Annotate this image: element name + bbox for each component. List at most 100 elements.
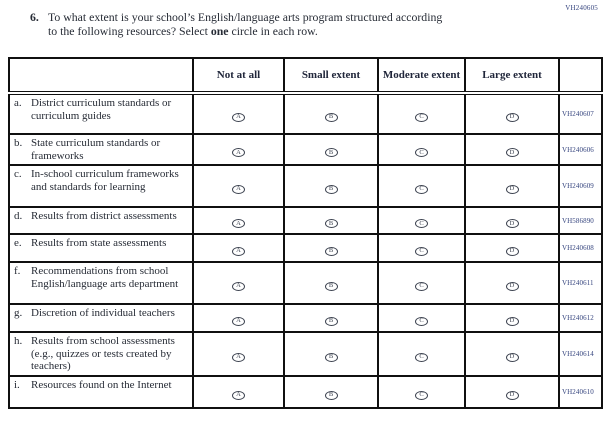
answer-circle[interactable]: B xyxy=(324,281,338,291)
row-letter: b. xyxy=(14,137,23,149)
answer-circle[interactable]: B xyxy=(324,219,338,229)
question-bold-word: one xyxy=(210,23,229,38)
row-letter: f. xyxy=(14,265,21,278)
row-letter: d. xyxy=(14,210,23,223)
answer-circle[interactable]: C xyxy=(415,184,428,194)
row-label: Discretion of individual teachers xyxy=(31,307,175,320)
answer-circle[interactable]: C xyxy=(415,148,428,158)
answer-circle[interactable]: D xyxy=(505,148,519,158)
row-label-cell: c. In-school curriculum frameworks and st… xyxy=(8,164,194,209)
answer-circle[interactable]: D xyxy=(505,281,519,291)
option-cell: D xyxy=(464,132,560,167)
table-row: g. Discretion of individual teachers A B C D V… xyxy=(8,303,603,334)
row-label: In-school curriculum frameworks and stan… xyxy=(31,168,179,193)
row-code: VH240610 xyxy=(558,375,603,410)
column-header-code-blank xyxy=(558,57,603,95)
question-line1: To what extent is your school’s English/… xyxy=(48,10,443,24)
answer-circle[interactable]: B xyxy=(324,184,338,194)
answer-circle[interactable]: B xyxy=(324,148,338,158)
answer-circle[interactable]: D xyxy=(505,184,519,194)
row-code: VH240614 xyxy=(558,331,603,378)
answer-circle[interactable]: D xyxy=(505,316,519,326)
table-row: a. District curriculum standards or curri… xyxy=(8,92,603,135)
answer-circle[interactable]: D xyxy=(505,246,519,256)
row-label-cell: h. Results from school assessments (e.g.,… xyxy=(8,331,194,378)
row-letter: e. xyxy=(14,237,22,250)
option-cell: C xyxy=(377,132,466,167)
answer-circle[interactable]: B xyxy=(324,352,338,362)
answer-circle[interactable]: C xyxy=(415,352,428,362)
answer-circle[interactable]: B xyxy=(324,390,338,400)
row-label: Results from school assessments (e.g., q… xyxy=(31,335,175,373)
row-label-cell: g. Discretion of individual teachers xyxy=(8,303,194,334)
question-text: To what extent is your school’s English/… xyxy=(48,10,443,38)
answer-circle[interactable]: A xyxy=(232,148,245,158)
answer-circle[interactable]: C xyxy=(415,281,428,291)
column-header-blank xyxy=(8,57,194,95)
option-cell: A xyxy=(192,375,285,410)
row-label: Results from district assessments xyxy=(31,210,177,223)
row-label: District curriculum standards or curricu… xyxy=(31,97,172,122)
option-cell: B xyxy=(283,164,379,209)
answer-circle[interactable]: B xyxy=(324,316,338,326)
answer-circle[interactable]: D xyxy=(505,112,519,122)
option-cell: D xyxy=(464,92,560,135)
answer-circle[interactable]: D xyxy=(505,390,519,400)
option-cell: A xyxy=(192,132,285,167)
row-code: VH240612 xyxy=(558,303,603,334)
answer-circle[interactable]: A xyxy=(232,352,245,362)
option-cell: B xyxy=(283,233,379,264)
option-cell: C xyxy=(377,375,466,410)
question-line2-after: circle in each row. xyxy=(228,23,318,38)
row-label-cell: d. Results from district assessments xyxy=(8,206,194,236)
option-cell: A xyxy=(192,164,285,209)
row-code: VH240608 xyxy=(558,233,603,264)
question-number: 6. xyxy=(30,10,39,24)
answer-circle[interactable]: C xyxy=(415,316,428,326)
table-row: e. Results from state assessments A B C D VH24… xyxy=(8,233,603,264)
option-cell: D xyxy=(464,206,560,236)
answer-circle[interactable]: D xyxy=(505,219,519,229)
option-cell: A xyxy=(192,92,285,135)
answer-circle[interactable]: A xyxy=(232,219,245,229)
answer-circle[interactable]: A xyxy=(232,316,245,326)
question-variable-code: VH240605 xyxy=(565,4,598,12)
answer-circle[interactable]: C xyxy=(415,219,428,229)
row-label: Results from state assessments xyxy=(31,237,167,250)
row-label-cell: a. District curriculum standards or curri… xyxy=(8,92,194,135)
option-cell: C xyxy=(377,206,466,236)
table-row: f. Recommendations from school English/la… xyxy=(8,261,603,306)
row-letter: h. xyxy=(14,335,23,348)
row-letter: a. xyxy=(14,97,22,109)
option-cell: D xyxy=(464,164,560,209)
answer-circle[interactable]: C xyxy=(415,390,428,400)
row-label-cell: b. State curriculum standards or framewor… xyxy=(8,132,194,167)
answer-circle[interactable]: A xyxy=(232,246,245,256)
column-header-not-at-all: Not at all xyxy=(192,57,285,95)
option-cell: A xyxy=(192,233,285,264)
option-cell: B xyxy=(283,303,379,334)
answer-circle[interactable]: B xyxy=(324,112,338,122)
answer-circle[interactable]: A xyxy=(232,281,245,291)
question-block: 6. To what extent is your school’s Engli… xyxy=(30,10,586,38)
resources-extent-table: Not at all Small extent Moderate extent … xyxy=(8,57,603,410)
row-label-cell: i. Resources found on the Internet xyxy=(8,375,194,410)
option-cell: D xyxy=(464,375,560,410)
answer-circle[interactable]: C xyxy=(415,246,428,256)
row-label: Recommendations from school English/lang… xyxy=(31,265,179,290)
option-cell: B xyxy=(283,261,379,306)
answer-circle[interactable]: D xyxy=(505,352,519,362)
answer-circle[interactable]: C xyxy=(415,112,428,122)
answer-circle[interactable]: A xyxy=(232,112,245,122)
option-cell: B xyxy=(283,375,379,410)
question-line2-before: to the following resources? Select xyxy=(48,23,211,38)
answer-circle[interactable]: B xyxy=(324,246,338,256)
answer-circle[interactable]: A xyxy=(232,390,245,400)
option-cell: C xyxy=(377,261,466,306)
option-cell: D xyxy=(464,233,560,264)
row-label-cell: f. Recommendations from school English/la… xyxy=(8,261,194,306)
column-header-moderate-extent: Moderate extent xyxy=(377,57,466,95)
answer-circle[interactable]: A xyxy=(232,184,245,194)
table-row: c. In-school curriculum frameworks and st… xyxy=(8,164,603,209)
